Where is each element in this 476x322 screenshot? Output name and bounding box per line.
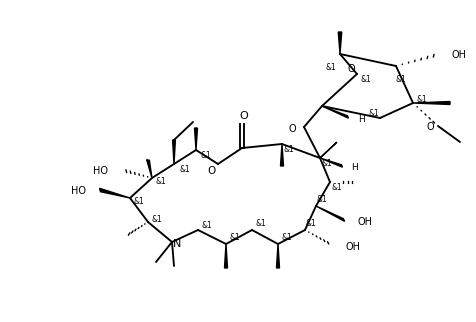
- Text: OH: OH: [451, 50, 466, 60]
- Polygon shape: [99, 188, 130, 198]
- Text: OH: OH: [345, 242, 360, 252]
- Text: &1: &1: [316, 195, 327, 204]
- Text: &1: &1: [305, 220, 316, 229]
- Text: &1: &1: [155, 176, 166, 185]
- Text: &1: &1: [325, 62, 336, 71]
- Polygon shape: [276, 244, 279, 268]
- Polygon shape: [224, 244, 227, 268]
- Text: &1: &1: [395, 74, 406, 83]
- Polygon shape: [315, 206, 344, 221]
- Text: H: H: [357, 116, 364, 125]
- Text: N: N: [172, 239, 181, 249]
- Polygon shape: [280, 144, 283, 166]
- Polygon shape: [172, 140, 175, 164]
- Text: &1: &1: [321, 158, 332, 167]
- Text: &1: &1: [229, 233, 240, 242]
- Text: OH: OH: [357, 217, 372, 227]
- Text: O: O: [288, 124, 296, 134]
- Polygon shape: [319, 158, 342, 167]
- Text: HO: HO: [71, 186, 86, 196]
- Text: &1: &1: [283, 145, 294, 154]
- Polygon shape: [321, 106, 348, 118]
- Text: HO: HO: [93, 166, 108, 176]
- Polygon shape: [412, 101, 449, 105]
- Text: O: O: [208, 166, 216, 176]
- Text: O: O: [347, 64, 354, 74]
- Text: &1: &1: [416, 94, 426, 103]
- Text: &1: &1: [151, 214, 162, 223]
- Text: O: O: [425, 122, 433, 132]
- Text: &1: &1: [133, 196, 144, 205]
- Text: &1: &1: [368, 109, 378, 118]
- Polygon shape: [319, 142, 336, 158]
- Text: &1: &1: [201, 221, 212, 230]
- Text: &1: &1: [331, 183, 342, 192]
- Text: &1: &1: [200, 150, 211, 159]
- Text: &1: &1: [255, 220, 266, 229]
- Text: H: H: [350, 163, 357, 172]
- Polygon shape: [146, 160, 152, 178]
- Text: &1: &1: [179, 165, 190, 174]
- Text: O: O: [239, 111, 248, 121]
- Polygon shape: [337, 32, 341, 54]
- Polygon shape: [194, 128, 197, 150]
- Text: &1: &1: [360, 74, 371, 83]
- Text: &1: &1: [281, 233, 292, 242]
